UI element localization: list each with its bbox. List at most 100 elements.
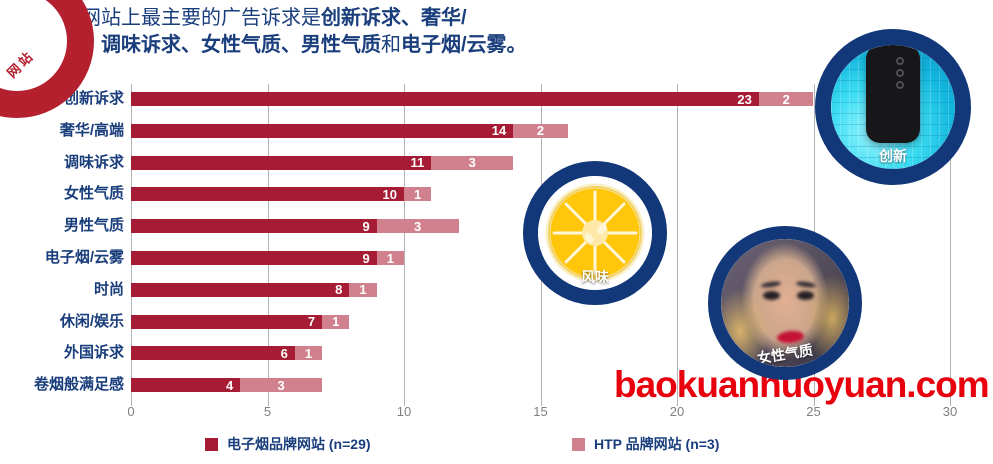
category-label: 时尚 [93, 280, 124, 298]
device-dot-icon [896, 69, 904, 77]
title-emphasis: 高端、调味诉求、女性气质、男性气质 [41, 34, 381, 56]
brand-logo-ring [0, 0, 94, 118]
title-text: 品牌网站上最主要的广告诉求是 [41, 7, 321, 29]
bar-segment-htp: 3 [376, 218, 459, 234]
bar-segment-htp: 1 [349, 282, 377, 298]
bar-value-label: 4 [225, 377, 234, 393]
bar-value-label: 2 [536, 123, 545, 139]
photo-badge-femininity: 女性气质 [708, 226, 862, 380]
bar-value-label: 6 [280, 345, 288, 361]
title-text: 和 [381, 34, 401, 56]
bar-segment-ecig: 14 [131, 123, 514, 138]
bar-segment-ecig: 9 [131, 250, 377, 266]
lemon-slice-icon [545, 183, 645, 283]
innovation-photo [831, 45, 955, 169]
bar-row: 11 3 [131, 155, 514, 171]
bar-segment-ecig: 10 [131, 186, 404, 202]
gridline [677, 84, 678, 406]
legend-item: 电子烟品牌网站 (n=29) [205, 434, 371, 454]
eyebrow-shape [760, 280, 782, 289]
bar-value-label: 2 [782, 91, 790, 107]
x-axis-tick-label: 0 [127, 404, 135, 419]
bar-value-label: 10 [382, 186, 397, 202]
bar-row: 14 2 [131, 123, 568, 139]
category-label: 创新诉求 [63, 90, 124, 107]
femininity-photo [721, 239, 849, 367]
category-label: 奢华/高端 [59, 121, 124, 139]
photo-badge-innovation: 创新 [815, 29, 971, 185]
bar-value-label: 9 [362, 218, 370, 234]
bar-value-label: 1 [386, 250, 394, 266]
badge-label-innovation: 创新 [879, 148, 907, 164]
eye-shape [763, 291, 780, 300]
x-axis-tick-label: 15 [533, 404, 548, 419]
legend-label: HTP 品牌网站 (n=3) [594, 436, 720, 452]
bar-segment-ecig: 9 [131, 218, 377, 234]
page-title: 品牌网站上最主要的广告诉求是创新诉求、奢华/ 高端、调味诉求、女性气质、男性气质… [41, 5, 761, 59]
bar-value-label: 9 [362, 250, 370, 266]
eyebrow-shape [795, 280, 817, 289]
category-label: 女性气质 [63, 185, 124, 203]
title-line2: 高端、调味诉求、女性气质、男性气质和电子烟/云雾。 [41, 32, 761, 59]
legend-label: 电子烟品牌网站 (n=29) [227, 436, 371, 452]
badge-label-flavor: 风味 [581, 269, 609, 285]
category-label: 卷烟般满足感 [33, 376, 124, 394]
gridline [131, 84, 132, 406]
flavor-photo [538, 176, 652, 290]
bar-value-label: 23 [737, 91, 752, 107]
legend-item: HTP 品牌网站 (n=3) [572, 434, 719, 454]
x-axis-tick-label: 30 [942, 404, 958, 419]
bar-value-label: 3 [277, 377, 285, 393]
device-dot-icon [896, 81, 904, 89]
bar-segment-ecig: 4 [131, 377, 241, 393]
category-label: 休闲/娱乐 [59, 312, 124, 330]
title-line1: 品牌网站上最主要的广告诉求是创新诉求、奢华/ [41, 5, 761, 32]
bar-row: 23 2 [131, 91, 814, 107]
gridline [404, 84, 405, 406]
gridline [267, 84, 269, 406]
bar-segment-ecig: 7 [131, 314, 323, 330]
device-dot-icon [896, 57, 904, 65]
photo-badge-flavor: 风味 [523, 161, 667, 305]
bar-segment-htp: 3 [431, 155, 514, 171]
title-emphasis: 创新诉求、奢华/ [321, 7, 467, 29]
legend-swatch-icon [205, 437, 218, 451]
bar-value-label: 1 [304, 345, 313, 361]
x-axis-tick-label: 20 [669, 404, 685, 419]
bar-value-label: 1 [414, 186, 422, 202]
bar-value-label: 1 [332, 314, 340, 330]
category-label: 外国诉求 [63, 344, 124, 362]
category-label: 电子烟/云雾 [44, 249, 124, 266]
title-emphasis: 电子烟/云雾。 [401, 34, 527, 56]
bar-segment-htp: 1 [322, 314, 350, 330]
bar-segment-htp: 1 [404, 186, 432, 202]
bar-value-label: 11 [410, 155, 425, 171]
bar-segment-htp: 1 [294, 345, 323, 361]
bar-segment-htp: 1 [376, 250, 404, 266]
bar-value-label: 3 [468, 155, 476, 171]
bar-segment-ecig: 23 [131, 91, 759, 107]
bar-segment-htp: 2 [758, 91, 814, 107]
bar-value-label: 1 [359, 282, 367, 298]
x-axis-tick-label: 10 [396, 404, 412, 419]
bar-segment-ecig: 6 [131, 345, 295, 361]
bar-value-label: 3 [414, 218, 422, 234]
bar-segment-htp: 3 [240, 377, 323, 393]
bar-value-label: 7 [307, 314, 316, 330]
eye-shape [797, 291, 814, 300]
ecig-device-icon [866, 45, 920, 143]
category-label: 男性气质 [63, 217, 124, 235]
bar-value-label: 8 [335, 282, 343, 298]
bar-row: 10 1 [131, 186, 432, 202]
x-axis-tick-label: 5 [263, 404, 272, 419]
legend-swatch-icon [572, 437, 585, 451]
category-label: 调味诉求 [63, 153, 124, 171]
bar-segment-ecig: 8 [131, 282, 350, 298]
